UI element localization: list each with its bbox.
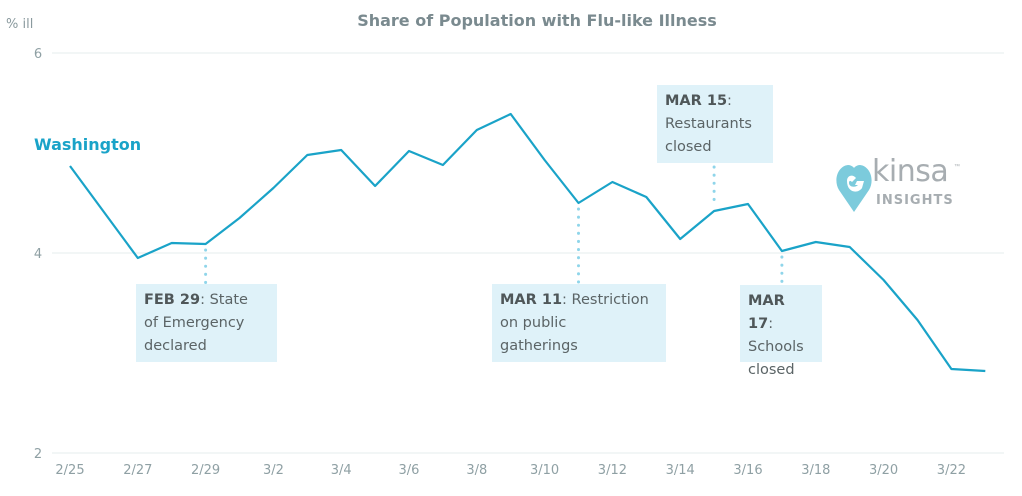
x-tick-label: 3/6 xyxy=(399,463,420,478)
x-ticks: 2/25 2/27 2/29 3/2 3/4 3/6 3/8 3/10 3/12 3/14 3/16… xyxy=(55,463,966,478)
annotation-date: MAR 11 xyxy=(500,292,563,308)
y-axis-label: % ill xyxy=(6,17,33,32)
annotation-mar15: MAR 15: Restaurants closed xyxy=(657,85,773,163)
annotation-date: MAR 15 xyxy=(665,93,728,109)
y-tick-label: 2 xyxy=(34,447,42,462)
logo-wordmark: kinsa xyxy=(872,154,949,189)
annotation-text: : Restriction xyxy=(562,292,649,308)
kinsa-heart-icon xyxy=(836,165,872,212)
series-label-washington: Washington xyxy=(34,135,141,154)
annotation-mar17: MAR 17: Schools closed xyxy=(740,285,822,378)
logo-trademark: ™ xyxy=(954,164,960,170)
series-line-washington xyxy=(69,112,986,373)
annotation-date: FEB 29 xyxy=(144,292,201,308)
x-tick-label: 3/8 xyxy=(466,463,487,478)
annotation-text: : xyxy=(727,93,732,109)
x-tick-label: 3/14 xyxy=(666,463,695,478)
x-tick-label: 3/16 xyxy=(733,463,762,478)
gridlines xyxy=(52,52,1004,454)
x-tick-label: 3/20 xyxy=(869,463,898,478)
annotation-line: on public xyxy=(500,315,567,331)
kinsa-insights-logo: kinsa ™ INSIGHTS xyxy=(836,154,986,220)
x-tick-label: 3/18 xyxy=(801,463,830,478)
series-lines xyxy=(69,112,986,373)
x-tick-label: 2/25 xyxy=(55,463,84,478)
x-tick-label: 3/10 xyxy=(530,463,559,478)
annotation-leaders xyxy=(204,165,784,287)
annotation-date: MAR 17 xyxy=(748,293,785,332)
annotation-text: : xyxy=(768,316,774,332)
annotation-line: declared xyxy=(144,338,207,354)
x-tick-label: 3/2 xyxy=(263,463,284,478)
annotation-text: : State xyxy=(200,292,248,308)
logo-subtitle: INSIGHTS xyxy=(876,193,954,208)
annotation-line: gatherings xyxy=(500,338,578,354)
annotation-line: of Emergency xyxy=(144,315,245,331)
x-tick-label: 3/12 xyxy=(598,463,627,478)
annotation-feb29: FEB 29: State of Emergency declared xyxy=(136,284,277,362)
y-ticks: 2 4 6 xyxy=(34,47,42,462)
y-tick-label: 4 xyxy=(34,247,42,262)
annotation-line: Schools xyxy=(748,339,804,355)
x-tick-label: 3/22 xyxy=(937,463,966,478)
annotation-mar11: MAR 11: Restriction on public gatherings xyxy=(492,284,666,362)
annotation-line: closed xyxy=(748,362,795,378)
x-tick-label: 3/4 xyxy=(331,463,352,478)
annotation-line: closed xyxy=(665,139,712,155)
x-tick-label: 2/27 xyxy=(123,463,152,478)
annotation-line: Restaurants xyxy=(665,116,752,132)
y-tick-label: 6 xyxy=(34,47,42,62)
chart-title: Share of Population with Flu-like Illnes… xyxy=(357,11,717,30)
x-tick-label: 2/29 xyxy=(191,463,220,478)
